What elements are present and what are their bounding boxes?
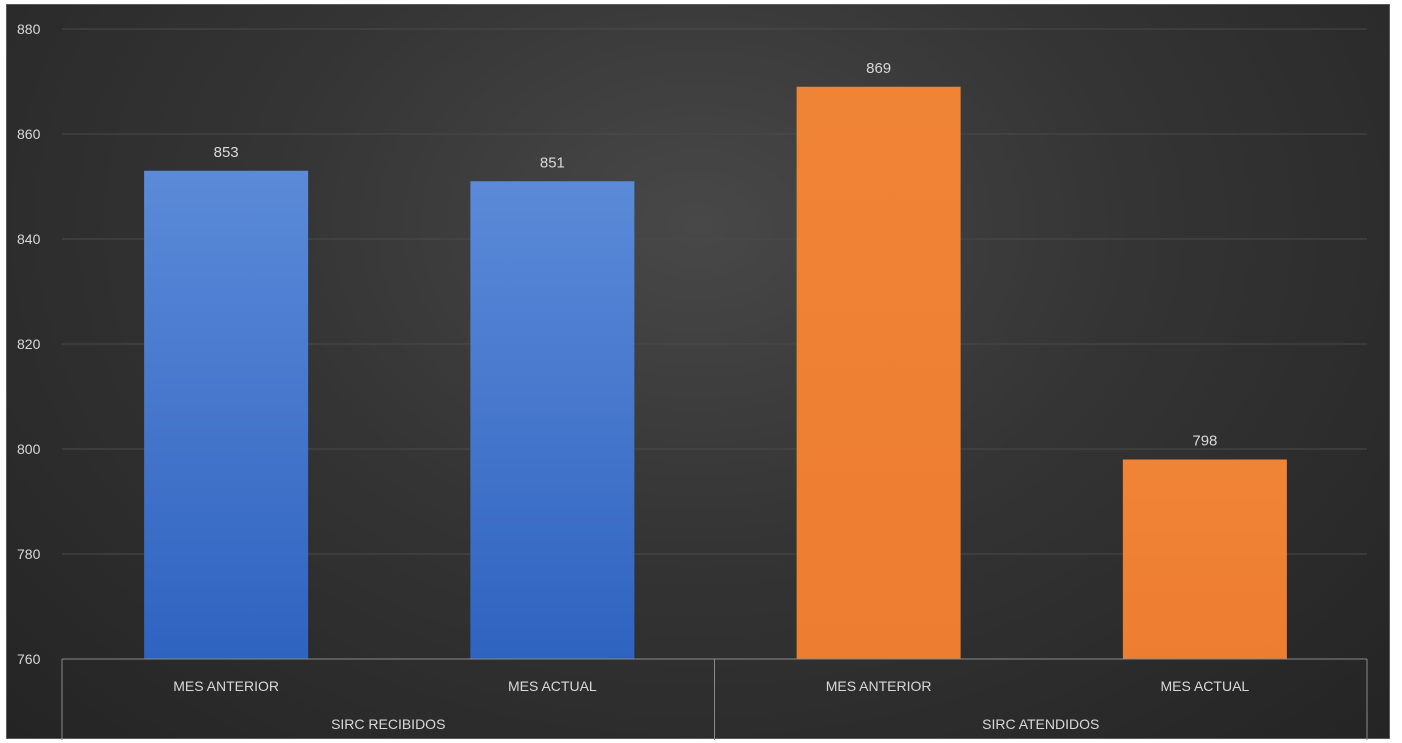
x-category-label: MES ANTERIOR: [826, 678, 932, 694]
data-label: 851: [540, 154, 565, 171]
data-label: 853: [214, 144, 239, 161]
x-category-label: MES ANTERIOR: [173, 678, 279, 694]
x-group-label: SIRC RECIBIDOS: [331, 716, 445, 732]
y-tick-label: 780: [17, 546, 41, 562]
y-axis: 760 780 800 820 840 860 880: [17, 21, 41, 667]
chart-frame: 760 780 800 820 840 860 880 853 851 869 798 MES A…: [6, 4, 1390, 740]
y-tick-label: 800: [17, 441, 41, 457]
data-labels: 853 851 869 798: [214, 60, 1218, 450]
x-axis: MES ANTERIOR MES ACTUAL MES ANTERIOR MES AC…: [61, 658, 1368, 740]
x-group-label: SIRC ATENDIDOS: [982, 716, 1099, 732]
y-tick-label: 880: [17, 21, 41, 37]
chart-svg: 760 780 800 820 840 860 880 853 851 869 798 MES A…: [17, 21, 1368, 740]
bar-sirc-recibidos-mes-anterior: [144, 170, 309, 659]
bar-sirc-atendidos-mes-actual: [1122, 459, 1287, 659]
y-tick-label: 860: [17, 126, 41, 142]
y-tick-label: 840: [17, 231, 41, 247]
x-category-label: MES ACTUAL: [1161, 678, 1250, 694]
bars: [144, 86, 1287, 659]
y-tick-label: 820: [17, 336, 41, 352]
bar-sirc-atendidos-mes-anterior: [796, 86, 961, 659]
data-label: 798: [1192, 433, 1217, 450]
data-label: 869: [866, 60, 891, 77]
x-category-label: MES ACTUAL: [508, 678, 597, 694]
bar-sirc-recibidos-mes-actual: [470, 181, 635, 659]
y-tick-label: 760: [17, 651, 41, 667]
